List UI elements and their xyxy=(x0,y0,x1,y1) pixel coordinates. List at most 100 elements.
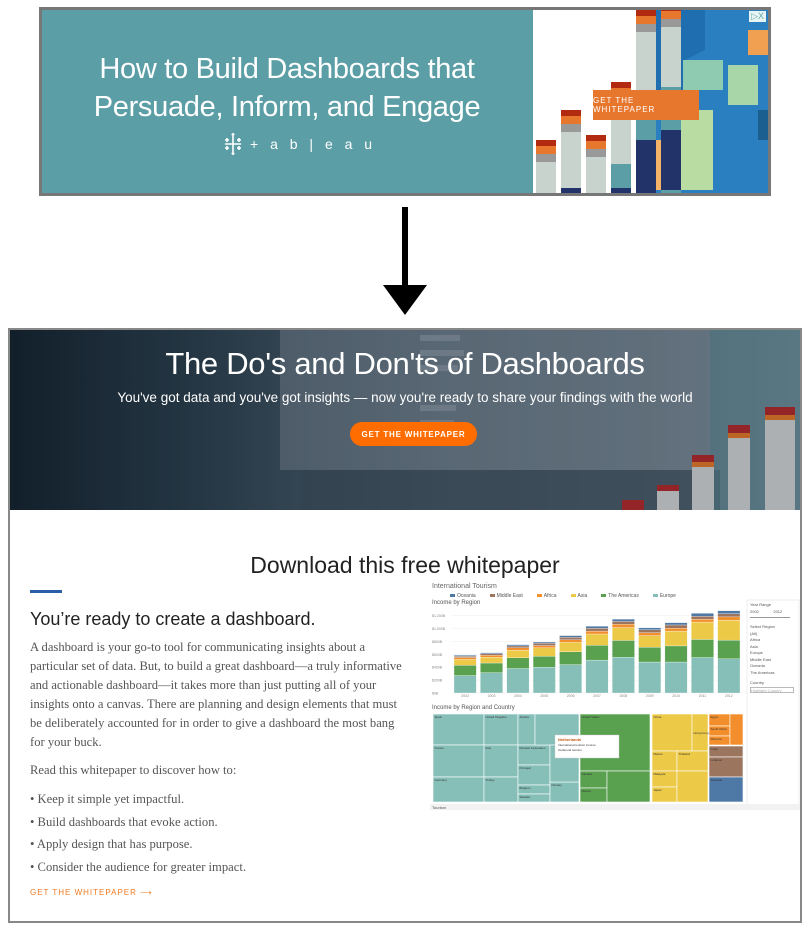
bar-segment xyxy=(717,610,741,614)
region-option[interactable]: Europe xyxy=(750,650,763,655)
legend-label: Africa xyxy=(543,593,557,599)
hero-banner: The Do's and Don'ts of Dashboards You've… xyxy=(10,330,800,510)
banner-ad[interactable]: How to Build Dashboards that Persuade, I… xyxy=(39,7,771,196)
region-option[interactable]: The Americas xyxy=(750,669,775,675)
bar-2008 xyxy=(612,618,635,694)
legend-item: Oceania xyxy=(450,593,476,599)
bar-segment xyxy=(506,668,530,694)
region-option[interactable]: (All) xyxy=(750,630,758,636)
treemap-cell xyxy=(432,776,485,803)
treemap-cell xyxy=(432,744,485,778)
sheet-tab[interactable]: Tourism xyxy=(432,805,447,810)
bar-segment xyxy=(480,655,503,658)
ad-bar-segment xyxy=(636,140,656,193)
ad-bar-segment xyxy=(586,141,606,149)
legend-item: Europe xyxy=(652,593,676,599)
treemap-label: Belgium xyxy=(520,786,531,790)
ad-cta-button[interactable]: GET THE WHITEPAPER xyxy=(593,90,699,120)
ad-bar-segment xyxy=(536,146,556,154)
treemap-label: Portugal xyxy=(520,766,532,770)
bar-segment xyxy=(717,619,741,641)
bar-segment xyxy=(664,630,688,647)
region-option[interactable]: Middle East xyxy=(750,656,771,662)
bar-segment xyxy=(532,667,556,694)
ad-bar-segment xyxy=(611,188,631,193)
treemap-label: China xyxy=(654,715,662,719)
bar-segment xyxy=(559,635,582,638)
treemap-label: Israel xyxy=(711,747,719,751)
year-slider[interactable] xyxy=(750,617,790,618)
get-whitepaper-button[interactable]: GET THE WHITEPAPER xyxy=(350,422,477,446)
treemap-cell xyxy=(651,713,693,752)
adchoices-icon[interactable]: ▷X xyxy=(749,11,766,22)
country-dropdown[interactable]: Highlight Country xyxy=(750,686,794,693)
region-option[interactable]: Oceania xyxy=(750,663,765,668)
year-range-label: Year Range xyxy=(750,602,771,607)
ad-bar-segment xyxy=(611,82,631,88)
x-tick-label: 2009 xyxy=(646,694,654,698)
tooltip xyxy=(554,734,620,759)
ad-bar xyxy=(586,135,606,193)
bar-segment xyxy=(480,653,503,656)
bar-segment xyxy=(717,613,741,618)
treemap-label: Egypt xyxy=(711,715,719,719)
filter-panel: Year Range 2002 2012 Select Region (All)… xyxy=(750,602,794,693)
section-heading: You’re ready to create a dashboard. xyxy=(30,609,316,629)
list-item: • Consider the audience for greater impa… xyxy=(30,859,246,874)
bar-segment xyxy=(638,629,662,633)
ad-bar-segment xyxy=(561,188,581,193)
legend-item: Middle East xyxy=(489,593,523,599)
dashboard-preview-image: International Tourism Oceania Middle East… xyxy=(430,582,800,814)
treemap-label: Canada xyxy=(582,772,593,776)
bar-segment xyxy=(559,642,582,652)
treemap-label: France xyxy=(435,746,445,750)
legend-item: Africa xyxy=(536,593,557,599)
bar-segment xyxy=(559,637,582,640)
tooltip-text: Netherlands xyxy=(558,737,582,742)
bar-segment xyxy=(506,657,530,669)
treemap-label: Italy xyxy=(486,746,492,750)
legend-item: The Americas xyxy=(601,593,639,599)
ad-bar-segment xyxy=(636,16,656,24)
x-tick-label: 2008 xyxy=(619,694,627,698)
bar-segment xyxy=(585,630,609,635)
bar-2006 xyxy=(559,635,582,694)
bar-segment xyxy=(691,639,714,658)
bar-segment xyxy=(532,645,556,648)
bar-segment xyxy=(506,644,530,647)
bar-segment xyxy=(585,626,609,629)
bar-segment xyxy=(612,618,635,622)
country-label: Country xyxy=(750,680,765,685)
region-option[interactable]: Asia xyxy=(750,643,758,649)
treemap-cell xyxy=(432,713,485,746)
bar-segment xyxy=(612,640,635,658)
ad-bar-segment xyxy=(561,124,581,132)
bar-segment xyxy=(664,628,688,632)
intro-paragraph: A dashboard is your go-to tool for commu… xyxy=(30,640,402,749)
bar-segment xyxy=(480,662,503,673)
year-to: 2012 xyxy=(773,608,783,614)
hero-subtitle: You've got data and you've got insights … xyxy=(117,390,693,405)
bar-segment xyxy=(453,665,477,676)
bar-segment xyxy=(532,643,556,646)
ad-bar-segment xyxy=(661,27,681,87)
tableau-cross-icon xyxy=(225,133,241,155)
bar-segment xyxy=(612,624,635,628)
ad-chart-graphic xyxy=(536,10,768,193)
treemap-cell xyxy=(729,713,744,746)
bar-segment xyxy=(664,624,688,629)
bar-2011 xyxy=(691,613,714,694)
ad-bar-segment xyxy=(636,10,656,16)
y-tick-label: $200B xyxy=(432,679,443,683)
legend-label: Asia xyxy=(577,593,588,599)
get-whitepaper-link[interactable]: GET THE WHITEPAPER ⟶ xyxy=(30,888,153,897)
bar-segment xyxy=(691,621,714,640)
x-tick-label: 2011 xyxy=(699,694,707,698)
dashboard-title: International Tourism xyxy=(432,583,497,590)
dashboard-legend: Oceania Middle East Africa Asia The Americas… xyxy=(450,593,676,599)
bar-segment xyxy=(480,657,503,664)
x-tick-label: 2005 xyxy=(540,694,548,698)
bar-segment xyxy=(559,639,582,643)
region-option[interactable]: Africa xyxy=(750,637,761,642)
bar-segment xyxy=(453,655,477,657)
